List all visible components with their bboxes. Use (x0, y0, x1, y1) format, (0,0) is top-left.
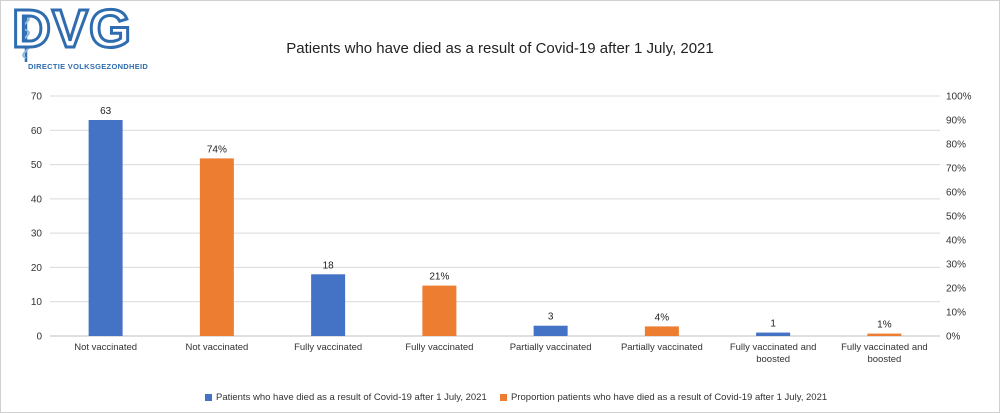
right-axis-tick-label: 20% (946, 284, 966, 295)
bar-data-label: 1 (770, 319, 776, 330)
category-label: Fully vaccinated (294, 342, 362, 353)
right-axis-tick-label: 10% (946, 308, 966, 319)
right-axis-tick-label: 60% (946, 188, 966, 199)
dvg-logo: DVG DIRECTIE VOLKSGEZONDHEID (6, 0, 156, 78)
category-label: Partially vaccinated (621, 342, 703, 353)
left-axis-tick-label: 40 (31, 194, 43, 205)
legend-item-proportion: Proportion patients who have died as a r… (500, 392, 827, 403)
category-label: boosted (867, 354, 901, 365)
left-axis-tick-label: 70 (31, 92, 43, 103)
bar (199, 158, 234, 336)
bar (756, 332, 791, 336)
left-axis-tick-label: 30 (31, 229, 43, 240)
right-axis-tick-label: 40% (946, 236, 966, 247)
right-axis-tick-label: 50% (946, 212, 966, 223)
category-label: boosted (756, 354, 790, 365)
category-label: Fully vaccinated and (730, 342, 817, 353)
legend-item-deaths: Patients who have died as a result of Co… (205, 392, 487, 403)
right-axis-tick-label: 0% (946, 332, 961, 343)
left-axis-tick-label: 10 (31, 297, 43, 308)
logo-letters: DVG (10, 0, 133, 61)
logo-subtitle: DIRECTIE VOLKSGEZONDHEID (28, 62, 149, 71)
bar (533, 325, 568, 336)
category-label: Not vaccinated (74, 342, 137, 353)
bar (644, 326, 679, 336)
bar-data-label: 63 (100, 106, 112, 117)
bar (867, 333, 902, 336)
category-label: Partially vaccinated (510, 342, 592, 353)
bar (422, 285, 457, 336)
right-axis-tick-label: 30% (946, 260, 966, 271)
chart-legend: Patients who have died as a result of Co… (0, 392, 1000, 406)
bar (311, 274, 346, 336)
bar-chart: 0 10 20 30 40 50 60 70 0% 10% 20% 30% 40% 50% 60% 70% 80… (31, 92, 972, 366)
bar-data-label: 4% (655, 312, 670, 323)
bar (88, 120, 123, 336)
legend-label-deaths: Patients who have died as a result of Co… (216, 392, 487, 403)
legend-label-proportion: Proportion patients who have died as a r… (511, 392, 828, 403)
chart-title: Patients who have died as a result of Co… (286, 40, 714, 57)
right-axis-tick-label: 70% (946, 164, 966, 175)
category-label: Fully vaccinated (405, 342, 473, 353)
left-axis-tick-label: 50 (31, 160, 43, 171)
left-axis-tick-label: 60 (31, 126, 43, 137)
bar-data-label: 1% (877, 320, 892, 331)
bar-data-label: 74% (207, 144, 227, 155)
rod-of-asclepius-icon (22, 12, 30, 62)
bar-data-label: 21% (429, 272, 449, 283)
bar-data-label: 3 (548, 312, 554, 323)
left-axis-tick-label: 20 (31, 263, 43, 274)
right-axis-tick-label: 90% (946, 116, 966, 127)
legend-swatch-deaths (205, 394, 212, 401)
right-axis-tick-label: 80% (946, 140, 966, 151)
category-label: Fully vaccinated and (841, 342, 928, 353)
legend-swatch-proportion (500, 394, 507, 401)
bar-data-label: 18 (323, 260, 335, 271)
left-axis-tick-label: 0 (36, 332, 42, 343)
category-label: Not vaccinated (185, 342, 248, 353)
right-axis-tick-label: 100% (946, 92, 972, 103)
